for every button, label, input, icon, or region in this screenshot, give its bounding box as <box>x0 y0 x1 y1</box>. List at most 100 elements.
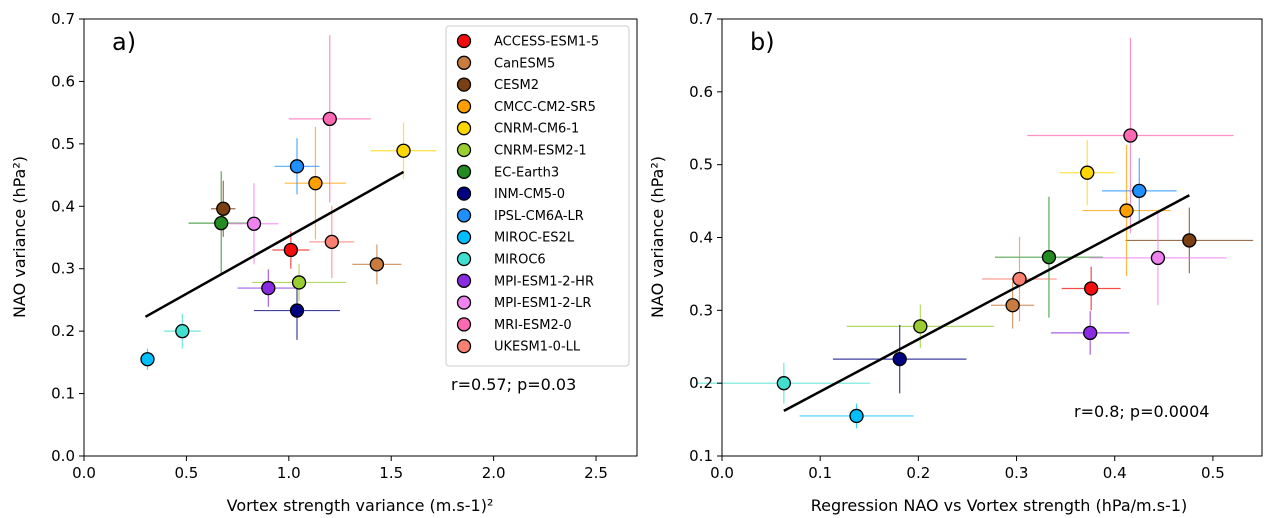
legend-label: MIROC-ES2L <box>494 231 575 246</box>
data-point <box>776 376 792 391</box>
y-axis-title: NAO variance (hPa²) <box>10 156 29 318</box>
y-tick-label: 0.0 <box>51 447 75 465</box>
data-point <box>291 275 307 290</box>
data-point <box>1084 281 1099 296</box>
legend-label: MPI-ESM1-2-LR <box>494 296 591 311</box>
data-point <box>1182 233 1197 248</box>
legend: ACCESS-ESM1-5 CanESM5 CESM2 CMCC-CM2-SR5 CNR… <box>445 25 630 367</box>
y-tick-label: 0.5 <box>689 156 713 174</box>
legend-marker <box>456 99 472 114</box>
legend-label: IPSL-CM6A-LR <box>494 209 584 224</box>
x-axis-ticks: 0.0 0.5 1.0 1.5 2.0 2.5 <box>72 456 608 482</box>
panel-b: 0.0 0.1 0.2 0.3 0.4 0.5 0.10.20.30.40.50.60.7… <box>648 10 1263 515</box>
regression-line <box>144 170 405 318</box>
x-axis-title: Vortex strength variance (m.s-1)² <box>227 496 494 515</box>
data-point <box>369 257 385 272</box>
legend-marker <box>456 339 472 354</box>
regression-line-segment <box>144 170 405 318</box>
x-tick-label: 2.0 <box>482 464 506 482</box>
legend-label: ACCESS-ESM1-5 <box>494 35 599 50</box>
x-tick-label: 0.5 <box>1201 464 1225 482</box>
correlation-annotation: r=0.57; p=0.03 <box>451 375 576 394</box>
x-tick-label: 0.0 <box>710 464 734 482</box>
data-point <box>1123 128 1138 143</box>
y-tick-label: 0.7 <box>689 10 713 28</box>
x-tick-label: 1.0 <box>277 464 301 482</box>
data-point <box>216 201 231 216</box>
data-point <box>1041 250 1057 265</box>
errorbars <box>697 37 1254 429</box>
legend-label: MIROC6 <box>494 253 546 268</box>
y-axis-ticks: 0.0 0.1 0.2 0.3 0.4 0.5 0.6 0.7 <box>51 10 84 465</box>
data-points <box>140 111 411 367</box>
data-point <box>396 143 411 158</box>
legend-marker <box>456 317 472 332</box>
panel-a: 0.0 0.5 1.0 1.5 2.0 2.5 0.0 0.1 0.2 0.3 0.4 0.5 0.6… <box>10 10 638 515</box>
data-point <box>1083 325 1098 341</box>
regression-line <box>783 194 1190 412</box>
data-point <box>289 159 305 174</box>
legend-label: CanESM5 <box>494 56 555 71</box>
legend-label: EC-Earth3 <box>494 165 559 180</box>
y-tick-label: 0.6 <box>51 72 75 90</box>
legend-marker <box>456 164 472 179</box>
legend-marker <box>456 186 472 201</box>
panel-label: b) <box>750 28 775 56</box>
errorbars <box>141 35 437 370</box>
x-tick-label: 1.5 <box>379 464 403 482</box>
legend-marker <box>456 33 472 49</box>
x-tick-label: 0.1 <box>808 464 832 482</box>
x-tick-label: 0.5 <box>174 464 198 482</box>
legend-label: MPI-ESM1-2-HR <box>494 274 594 289</box>
y-axis-ticks: 0.1 0.2 0.3 0.4 0.5 0.6 0.7 <box>689 10 722 465</box>
x-axis-title: Regression NAO vs Vortex strength (hPa/m… <box>811 496 1187 515</box>
x-tick-label: 2.5 <box>584 464 608 482</box>
data-point <box>261 280 276 296</box>
legend-label: CESM2 <box>494 78 539 93</box>
y-axis-title: NAO variance (hPa²) <box>648 156 667 318</box>
plot-frame <box>83 18 638 457</box>
data-point <box>913 319 928 334</box>
legend-marker <box>456 273 472 288</box>
legend-box <box>445 25 630 367</box>
legend-label: CMCC-CM2-SR5 <box>494 100 596 115</box>
panel-label: a) <box>112 28 136 56</box>
legend-marker <box>456 55 472 70</box>
legend-label: INM-CM5-0 <box>494 187 565 202</box>
y-tick-label: 0.7 <box>51 10 75 28</box>
data-point <box>1012 271 1027 287</box>
legend-entries: ACCESS-ESM1-5 CanESM5 CESM2 CMCC-CM2-SR5 CNR… <box>456 33 599 355</box>
x-tick-label: 0.4 <box>1103 464 1127 482</box>
data-point <box>1132 183 1147 199</box>
data-point <box>1005 298 1020 313</box>
y-tick-label: 0.5 <box>51 135 75 153</box>
y-tick-label: 0.3 <box>51 260 75 278</box>
y-tick-label: 0.2 <box>689 374 713 392</box>
y-tick-label: 0.6 <box>689 83 713 101</box>
data-point <box>849 408 864 424</box>
regression-line-segment <box>783 194 1190 412</box>
legend-marker <box>456 142 472 158</box>
legend-marker <box>456 77 472 92</box>
legend-marker <box>456 208 472 223</box>
legend-marker <box>456 121 472 136</box>
y-tick-label: 0.3 <box>689 301 713 319</box>
x-axis-ticks: 0.0 0.1 0.2 0.3 0.4 0.5 <box>710 456 1225 482</box>
data-points <box>776 128 1197 424</box>
data-point <box>308 176 323 191</box>
legend-marker <box>456 295 472 310</box>
plot-frame <box>721 18 1263 457</box>
legend-label: UKESM1-0-LL <box>494 340 581 355</box>
data-point <box>1150 250 1166 266</box>
data-point <box>892 351 907 367</box>
data-point <box>246 216 262 231</box>
data-point <box>283 242 299 258</box>
y-tick-label: 0.1 <box>689 447 713 465</box>
data-point <box>140 352 155 367</box>
data-point <box>1080 165 1095 180</box>
x-tick-label: 0.2 <box>906 464 930 482</box>
legend-marker <box>456 251 472 267</box>
legend-label: MRI-ESM2-0 <box>494 318 572 333</box>
legend-marker <box>456 230 472 245</box>
